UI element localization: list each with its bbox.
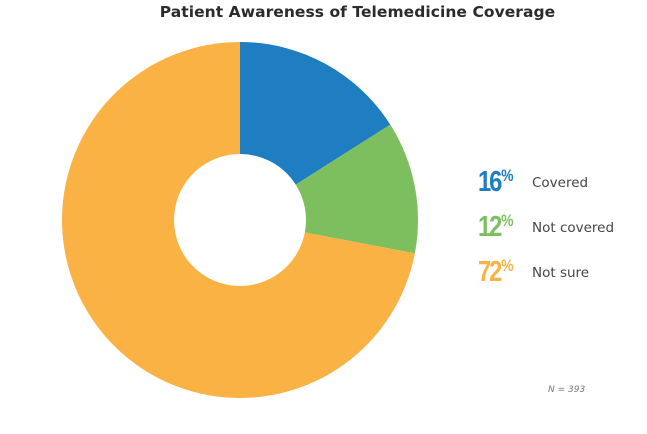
legend-label: Not covered — [532, 219, 615, 236]
slice-not-sure — [61, 42, 415, 398]
legend-item-covered: 16% Covered — [478, 160, 614, 205]
legend: 16% Covered 12% Not covered 72% Not sure — [478, 160, 614, 295]
legend-percent: 12% — [478, 211, 514, 243]
donut-slices — [61, 42, 419, 398]
legend-percent: 72% — [478, 256, 514, 288]
slice-not-covered — [295, 124, 419, 254]
slice-covered — [240, 42, 391, 185]
sample-size-note: N = 393 — [548, 385, 586, 395]
legend-label: Not sure — [532, 264, 590, 281]
legend-item-not-covered: 12% Not covered — [478, 205, 614, 250]
legend-item-not-sure: 72% Not sure — [478, 250, 614, 295]
legend-label: Covered — [532, 174, 589, 191]
chart-title: Patient Awareness of Telemedicine Covera… — [159, 3, 556, 21]
legend-percent: 16% — [478, 166, 514, 198]
